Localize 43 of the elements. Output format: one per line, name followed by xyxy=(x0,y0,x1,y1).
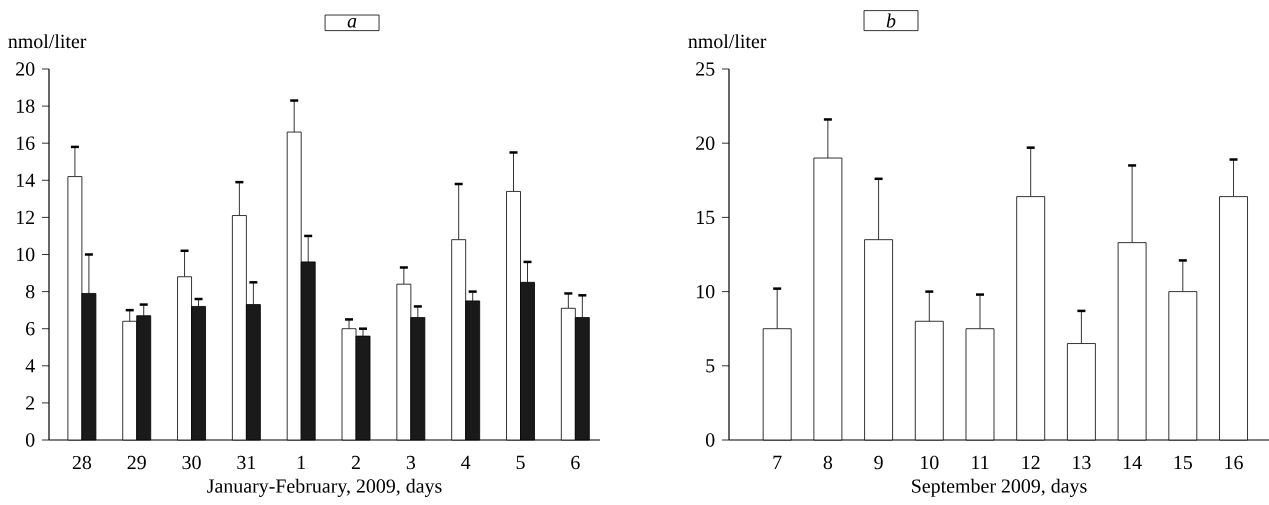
x-tick-label: 14 xyxy=(1123,455,1142,469)
x-tick-label: 13 xyxy=(1073,455,1091,470)
y-tick-label: 25 xyxy=(696,62,715,76)
x-tick-label: 29 xyxy=(127,455,146,470)
x-tick-label: 7 xyxy=(773,455,782,469)
chart-title: b xyxy=(886,13,896,28)
y-tick-label: 4 xyxy=(25,359,35,373)
y-tick-label: 8 xyxy=(25,284,35,299)
x-tick-label: 28 xyxy=(72,455,92,470)
y-tick-label: 10 xyxy=(696,284,715,299)
x-tick-label: 10 xyxy=(921,455,939,470)
x-tick-label: 4 xyxy=(461,455,471,469)
y-tick-label: 0 xyxy=(705,433,715,447)
y-tick-label: 18 xyxy=(16,99,35,113)
x-axis-title: September 2009, days xyxy=(912,478,1087,497)
y-axis-title: nmol/liter xyxy=(688,34,767,49)
x-tick-label: 16 xyxy=(1225,455,1243,470)
y-tick-label: 12 xyxy=(16,210,35,224)
x-tick-label: 3 xyxy=(406,455,416,470)
x-axis-title: January-February, 2009, days xyxy=(207,478,442,497)
x-tick-label: 31 xyxy=(237,455,256,470)
y-tick-label: 6 xyxy=(26,322,35,336)
y-tick-label: 5 xyxy=(706,359,715,373)
x-tick-label: 15 xyxy=(1174,455,1192,470)
y-tick-label: 15 xyxy=(696,210,715,225)
y-tick-label: 16 xyxy=(16,136,35,150)
x-tick-label: 2 xyxy=(351,455,360,470)
y-tick-label: 10 xyxy=(16,247,35,262)
x-tick-label: 8 xyxy=(823,455,833,470)
x-tick-label: 5 xyxy=(516,455,525,470)
y-tick-label: 20 xyxy=(16,62,35,76)
x-tick-label: 9 xyxy=(874,455,883,470)
x-tick-label: 1 xyxy=(297,455,305,469)
y-tick-label: 14 xyxy=(16,173,35,187)
x-tick-label: 6 xyxy=(571,455,580,470)
x-tick-label: 30 xyxy=(182,455,201,470)
x-tick-label: 11 xyxy=(972,455,989,469)
y-tick-label: 20 xyxy=(696,136,715,150)
chart-title: a xyxy=(347,18,357,28)
x-tick-label: 12 xyxy=(1022,455,1040,470)
y-tick-label: 2 xyxy=(26,396,35,410)
y-tick-label: 0 xyxy=(25,433,35,447)
y-axis-title: nmol/liter xyxy=(8,34,87,49)
